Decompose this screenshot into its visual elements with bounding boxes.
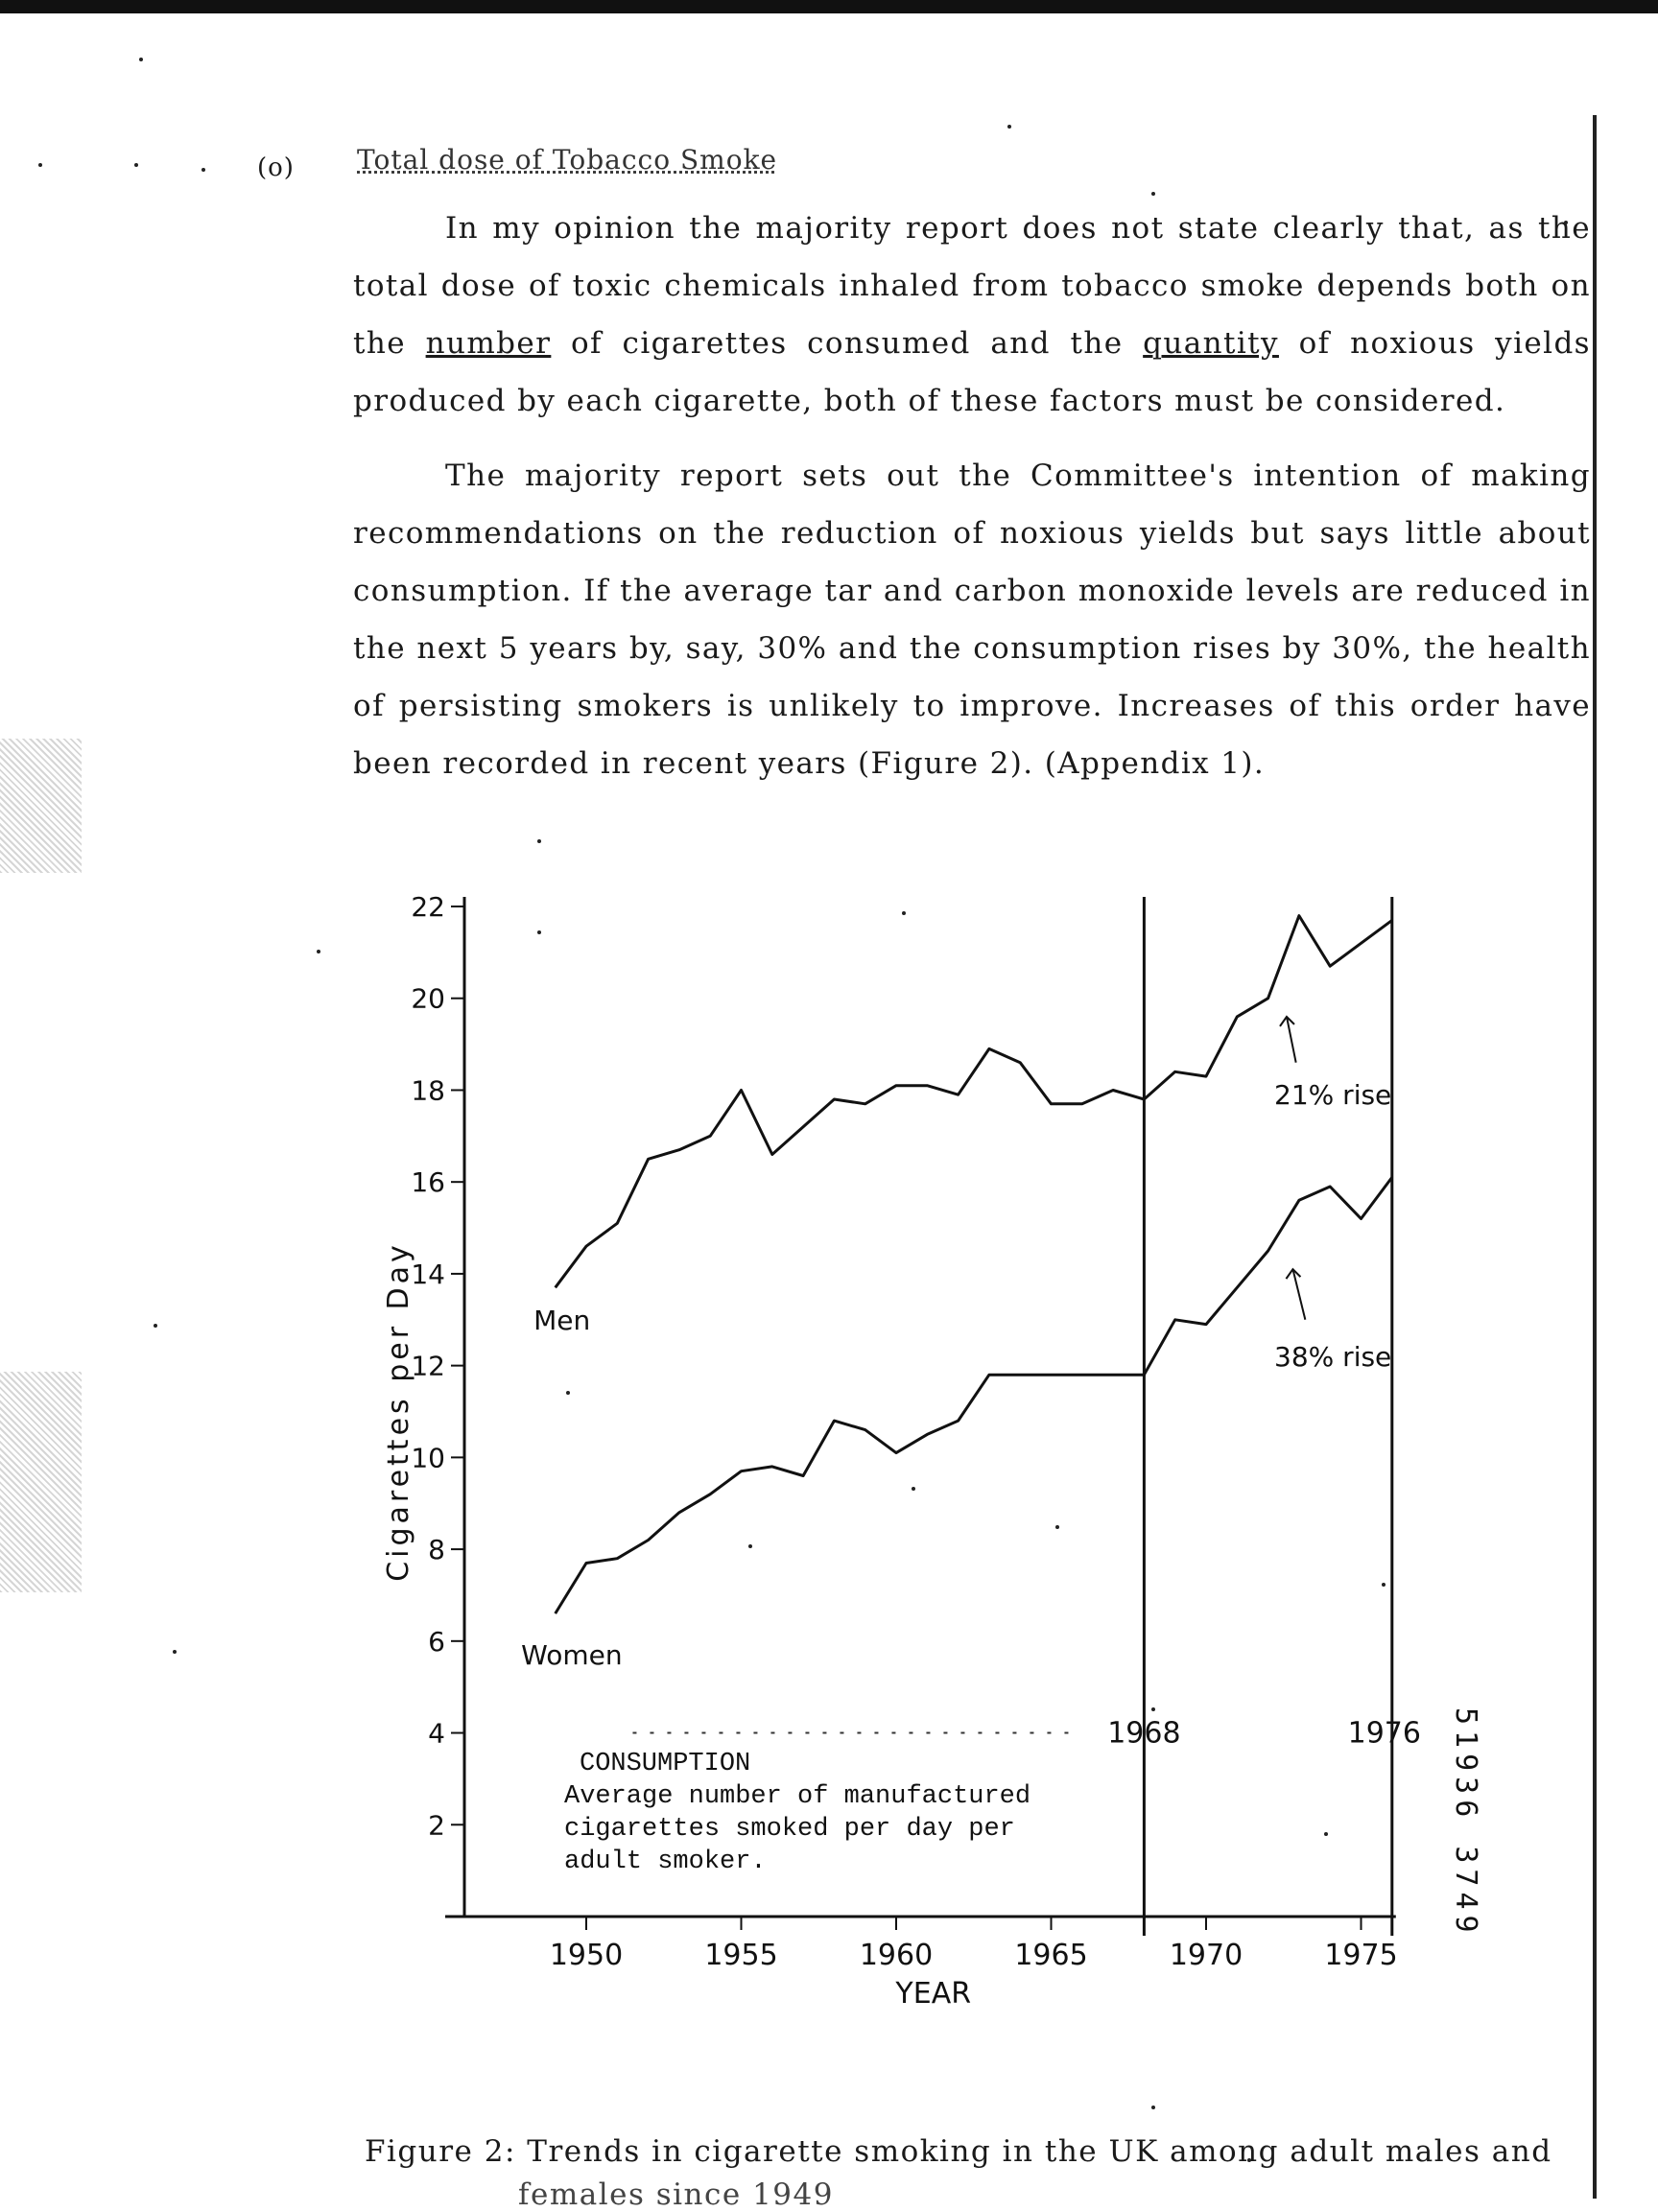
y-tick-label: 18 [411,1074,445,1106]
para1-text-b: of cigarettes consumed and the [551,326,1144,361]
y-tick-label: 22 [411,891,445,923]
scan-top-border [0,0,1658,13]
scan-speck [912,1487,915,1491]
scan-speck [317,950,320,953]
paragraph-2: The majority report sets out the Committ… [353,459,1591,781]
consumption-title: CONSUMPTION [580,1750,751,1778]
scan-right-border [1593,115,1597,2199]
annotation-arrow-shaft [1291,1268,1307,1321]
x-axis-label: YEAR [894,1977,971,2011]
para1-quantity-word: quantity [1143,326,1279,361]
para1-text-a: In my opinion the majority report does n… [353,211,1591,361]
consumption-line-2: cigarettes smoked per day per [564,1815,1015,1844]
scan-speck [1247,2158,1251,2162]
scan-speck [1151,192,1155,196]
series-label-women: Women [521,1639,622,1671]
scan-noise [0,739,82,873]
scan-speck [902,911,906,915]
scan-speck [566,1391,570,1395]
paragraph-1: In my opinion the majority report does n… [353,200,1591,430]
annotation-label: 38% rise [1274,1341,1391,1373]
x-tick-label: 1960 [860,1939,933,1972]
para1-number-word: number [425,326,552,361]
scan-speck [748,1544,752,1548]
y-axis-label: Cigarettes per Day [382,1241,415,1582]
section-number: (o) [257,153,295,182]
y-tick-label: 12 [411,1351,445,1382]
scan-speck [537,839,541,843]
vertical-marker-label: 1976 [1348,1717,1421,1751]
scan-noise [0,1372,82,1592]
scan-speck [1382,1583,1386,1587]
x-tick-label: 1970 [1170,1939,1243,1972]
scan-speck [201,168,205,172]
x-tick-label: 1950 [550,1939,623,1972]
y-tick-label: 16 [411,1166,445,1198]
scan-speck [1324,1832,1328,1836]
y-tick-label: 6 [428,1626,445,1658]
y-tick-label: 10 [411,1442,445,1473]
scan-speck [154,1324,157,1328]
figure-caption: Figure 2: Trends in cigarette smoking in… [365,2134,1552,2169]
series-line-men [554,914,1393,1289]
scan-speck [134,163,138,167]
y-tick-label: 4 [428,1718,445,1750]
annotation-label: 21% rise [1274,1079,1391,1111]
y-tick-label: 14 [411,1259,445,1290]
consumption-line-1: Average number of manufactured [564,1782,1031,1811]
consumption-legend-box: CONSUMPTION Average number of manufactur… [564,1748,1030,1878]
figure-caption-continued: females since 1949 [518,2177,834,2212]
y-tick-label: 2 [428,1809,445,1841]
x-tick-label: 1975 [1324,1939,1397,1972]
series-line-women [554,1176,1394,1614]
scan-speck [1151,1707,1155,1711]
x-tick-label: 1955 [704,1939,777,1972]
section-heading: Total dose of Tobacco Smoke [357,144,778,176]
scan-speck [1055,1525,1059,1529]
series-label-men: Men [533,1305,590,1336]
document-code: 51936 3749 [1449,1707,1482,1939]
scan-speck [537,930,541,934]
vertical-marker-label: 1968 [1107,1717,1180,1751]
consumption-line-3: adult smoker. [564,1847,767,1876]
scan-speck [1007,125,1011,129]
annotation-arrow-shaft [1285,1016,1297,1063]
x-tick-label: 1965 [1014,1939,1087,1972]
para1-text-c: of noxious yields produced by each cigar… [353,326,1591,418]
annotation-arrow-head [1285,1267,1302,1280]
scan-speck [1564,221,1568,224]
scan-speck [38,163,42,167]
scan-speck [173,1650,177,1654]
y-tick-label: 20 [411,983,445,1015]
annotation-arrow-head [1279,1015,1295,1027]
scan-speck [139,58,143,61]
scan-speck [1151,2106,1155,2109]
y-tick-label: 8 [428,1534,445,1565]
